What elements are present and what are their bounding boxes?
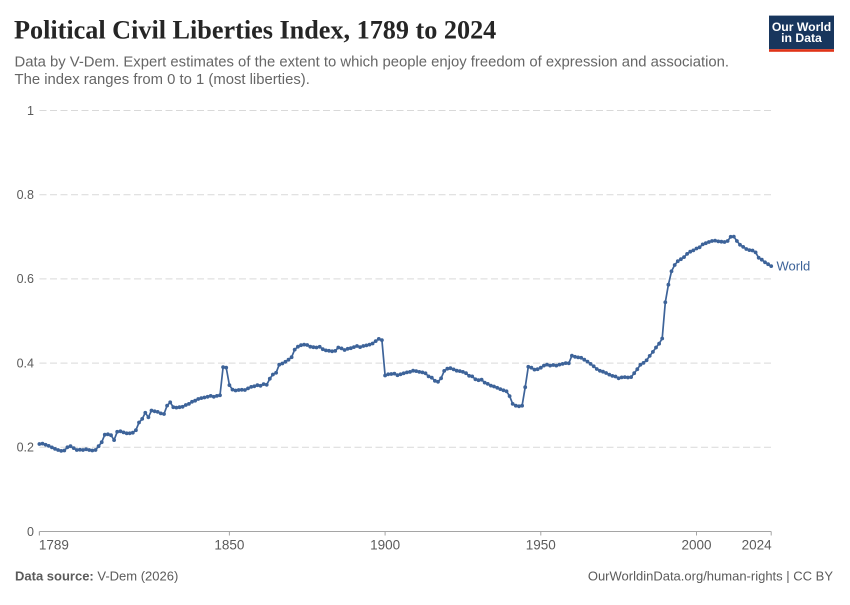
svg-text:1789: 1789: [39, 538, 69, 553]
svg-text:1900: 1900: [370, 538, 400, 553]
svg-text:Political Civil Liberties Inde: Political Civil Liberties Index, 1789 to…: [14, 16, 496, 45]
svg-text:2000: 2000: [681, 538, 711, 553]
svg-text:0.6: 0.6: [17, 272, 34, 286]
svg-text:World: World: [777, 259, 811, 274]
svg-text:1950: 1950: [526, 538, 556, 553]
svg-text:Data source: V-Dem (2026): Data source: V-Dem (2026): [15, 569, 178, 584]
svg-text:0.4: 0.4: [17, 356, 34, 370]
svg-text:0: 0: [27, 525, 34, 539]
svg-text:0.8: 0.8: [17, 188, 34, 202]
svg-text:OurWorldinData.org/human-right: OurWorldinData.org/human-rights | CC BY: [588, 569, 834, 584]
svg-text:1: 1: [27, 104, 34, 118]
svg-text:2024: 2024: [742, 538, 773, 553]
svg-text:Our World: Our World: [772, 20, 831, 34]
svg-text:Data by V-Dem. Expert estimate: Data by V-Dem. Expert estimates of the e…: [15, 55, 730, 71]
svg-text:0.2: 0.2: [17, 441, 34, 455]
svg-text:1850: 1850: [214, 538, 244, 553]
svg-text:The index ranges from 0 to 1 (: The index ranges from 0 to 1 (most liber…: [15, 72, 310, 88]
svg-text:in Data: in Data: [781, 31, 822, 45]
